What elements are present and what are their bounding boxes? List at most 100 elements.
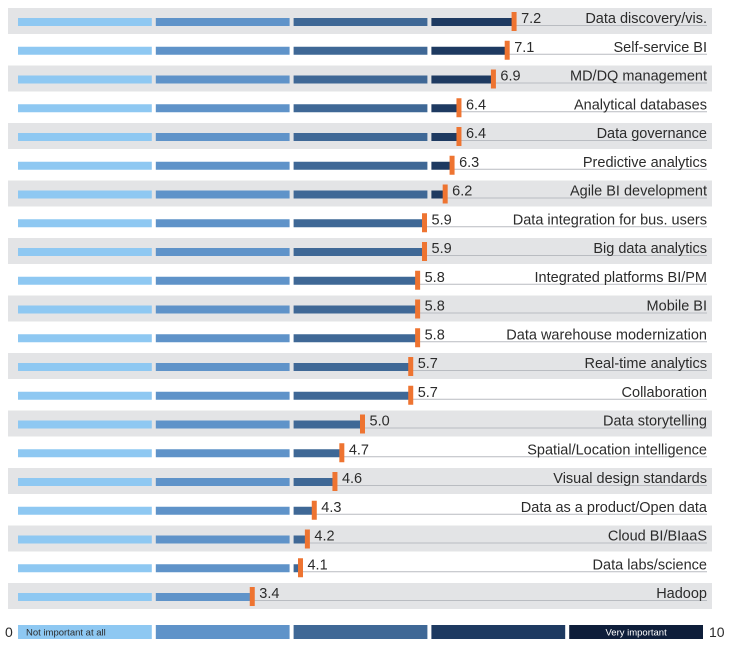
bar-segment — [431, 18, 515, 26]
bar-segment — [155, 305, 290, 314]
scale-segment — [569, 625, 703, 639]
value-marker — [415, 270, 421, 290]
scale-segment — [431, 625, 566, 639]
value-label: 6.4 — [466, 97, 486, 113]
bar-row: 7.1 Self-service BI — [18, 40, 707, 60]
value-label: 5.7 — [418, 385, 438, 401]
bar-segment — [155, 219, 290, 228]
bar-segment — [431, 75, 494, 84]
bar-segment — [155, 104, 290, 113]
value-label: 6.9 — [500, 69, 520, 85]
bar-segment — [155, 391, 290, 400]
value-label: 4.1 — [307, 557, 327, 573]
bar-segment — [155, 478, 290, 486]
bar-segment — [431, 190, 446, 199]
bar-row: 5.9 Big data analytics — [8, 238, 712, 264]
bar-segment — [18, 305, 152, 314]
bar-segment — [293, 219, 425, 228]
bar-segment — [431, 133, 459, 141]
value-marker — [449, 155, 455, 175]
value-marker — [332, 472, 338, 491]
bar-segment — [155, 535, 290, 544]
bar-row: 6.3 Predictive analytics — [18, 155, 707, 175]
bar-row: 3.4 Hadoop — [8, 583, 712, 609]
value-marker — [304, 529, 310, 549]
scale-segment — [293, 625, 428, 639]
category-label: Analytical databases — [574, 97, 707, 113]
bar-row: 5.9 Data integration for bus. users — [18, 212, 707, 233]
value-label: 5.8 — [425, 299, 445, 315]
bar-row: 4.3 Data as a product/Open data — [18, 500, 708, 520]
bar-segment — [431, 161, 453, 170]
bar-segment — [155, 75, 290, 84]
bar-segment — [18, 420, 152, 429]
bar-segment — [18, 276, 152, 285]
rows-layer: 7.2 Data discovery/vis. 7.1 Self-service BI… — [8, 8, 712, 609]
value-marker — [490, 69, 496, 89]
value-label: 4.2 — [314, 529, 334, 545]
value-label: 5.7 — [418, 356, 438, 372]
bar-row: 5.8 Data warehouse modernization — [18, 327, 707, 348]
bar-segment — [431, 46, 508, 55]
category-label: Collaboration — [622, 385, 707, 401]
bar-segment — [18, 133, 152, 141]
bar-segment — [155, 363, 290, 371]
bar-segment — [293, 104, 428, 113]
value-label: 6.3 — [459, 155, 479, 171]
scale-label-low: Not important at all — [26, 628, 106, 639]
bar-segment — [293, 334, 418, 343]
bar-segment — [18, 334, 152, 343]
bar-segment — [18, 506, 152, 515]
bar-segment — [293, 506, 315, 515]
bar-segment — [293, 276, 418, 285]
bar-row: 5.8 Mobile BI — [8, 295, 712, 322]
value-marker — [339, 443, 345, 463]
bar-segment — [293, 420, 363, 429]
bar-segment — [155, 334, 290, 343]
bar-segment — [293, 535, 308, 544]
value-label: 5.8 — [425, 270, 445, 286]
bar-segment — [293, 305, 418, 314]
value-marker — [408, 357, 414, 376]
category-label: Hadoop — [656, 586, 707, 602]
category-label: Data as a product/Open data — [521, 500, 708, 516]
category-label: Predictive analytics — [583, 155, 707, 171]
category-label: Visual design standards — [553, 471, 707, 487]
value-label: 3.4 — [259, 586, 279, 602]
value-label: 6.2 — [452, 184, 472, 200]
bar-segment — [155, 190, 290, 199]
value-label: 5.8 — [425, 327, 445, 343]
category-label: Integrated platforms BI/PM — [535, 270, 707, 286]
bar-row: 7.2 Data discovery/vis. — [8, 8, 712, 34]
axis-max-label: 10 — [709, 624, 725, 640]
bar-segment — [155, 133, 290, 141]
bar-segment — [155, 248, 290, 256]
bar-row: 6.4 Analytical databases — [18, 97, 707, 118]
bar-row: 5.0 Data storytelling — [8, 410, 712, 437]
bar-segment — [155, 18, 290, 26]
value-label: 4.3 — [321, 500, 341, 516]
value-marker — [422, 242, 428, 261]
bar-segment — [293, 478, 335, 486]
bar-segment — [18, 363, 152, 371]
bar-segment — [18, 190, 152, 199]
category-label: Data labs/science — [593, 557, 707, 573]
bar-segment — [18, 449, 152, 458]
bar-segment — [293, 18, 428, 26]
category-label: Big data analytics — [593, 241, 707, 257]
bar-segment — [293, 190, 428, 199]
value-label: 5.9 — [432, 212, 452, 228]
bar-segment — [18, 535, 152, 544]
value-label: 5.0 — [370, 414, 390, 430]
category-label: Data storytelling — [603, 414, 707, 430]
category-label: Cloud BI/BIaaS — [608, 529, 707, 545]
value-marker — [415, 299, 421, 319]
value-label: 5.9 — [432, 241, 452, 257]
bar-segment — [293, 391, 411, 400]
bar-segment — [293, 133, 428, 141]
bar-segment — [18, 593, 152, 601]
bar-segment — [293, 248, 425, 256]
bar-segment — [18, 478, 152, 486]
bar-row: 5.7 Collaboration — [18, 385, 707, 405]
bar-segment — [18, 75, 152, 84]
